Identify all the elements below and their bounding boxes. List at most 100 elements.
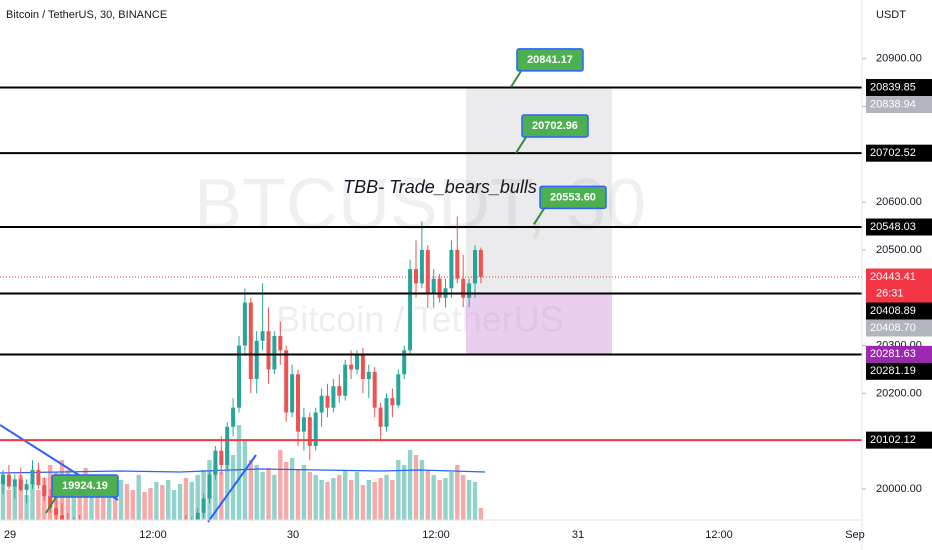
volume-bar <box>219 472 224 520</box>
price-label: 20443.41 <box>870 271 916 283</box>
volume-bar <box>248 460 253 520</box>
callout-box <box>516 48 584 72</box>
candle-body <box>372 371 377 408</box>
candle-body <box>414 269 418 284</box>
volume-bar <box>343 470 348 520</box>
volume-bar <box>354 472 360 520</box>
volume-bar <box>142 492 147 520</box>
price-label: 20408.70 <box>870 322 916 334</box>
candle-body <box>248 302 253 380</box>
volume-bar <box>0 480 6 520</box>
volume-bar <box>24 495 29 520</box>
candle-body <box>455 249 460 279</box>
candle-body <box>30 469 35 485</box>
y-tick-label: 20600.00 <box>876 196 922 208</box>
volume-bar <box>266 468 271 520</box>
countdown: 26:31 <box>876 287 904 299</box>
volume-bar <box>301 465 307 520</box>
volume-bar <box>260 472 265 520</box>
candle-body <box>42 485 47 497</box>
price-label: 20281.19 <box>870 365 916 377</box>
candle-body <box>378 407 383 427</box>
y-tick-label: 20000.00 <box>876 483 922 495</box>
volume-bar <box>402 465 407 520</box>
volume-bar <box>166 480 171 520</box>
callout-box <box>51 474 119 498</box>
volume-bar <box>254 465 259 520</box>
volume-bar <box>171 490 177 520</box>
volume-bar <box>6 490 12 520</box>
price-label-bg <box>866 268 932 303</box>
price-label: 20838.94 <box>870 98 916 110</box>
volume-bar <box>325 482 330 520</box>
volume-bar <box>478 508 484 520</box>
volume-bar <box>307 472 312 520</box>
price-label-bg <box>866 319 932 337</box>
volume-bar <box>112 487 118 520</box>
candle-body <box>48 496 53 509</box>
candle-body <box>242 302 247 346</box>
candle-body <box>1 474 5 485</box>
volume-bar <box>331 478 336 520</box>
volume-bar <box>337 475 342 520</box>
candle-body <box>343 364 348 396</box>
volume-bar <box>278 450 283 520</box>
candle-body <box>195 512 200 520</box>
price-axis: 20000.0020200.0020300.0020500.0020600.00… <box>862 53 932 495</box>
volume-bar <box>101 478 106 520</box>
candle-body <box>349 364 354 370</box>
candle-body <box>36 469 41 486</box>
volume-bar <box>313 475 318 520</box>
y-tick-label: 20500.00 <box>876 244 922 256</box>
y-tick-label: 20900.00 <box>876 53 922 65</box>
volume-bar <box>160 485 165 520</box>
candle-body <box>419 249 424 284</box>
price-label-bg <box>866 218 932 236</box>
callout-label: 20702.96 <box>532 120 578 132</box>
price-label: 20102.12 <box>870 434 916 446</box>
candle-body <box>331 386 336 408</box>
candle-body <box>473 249 477 284</box>
candle-body <box>213 450 218 475</box>
volume-bar <box>195 475 200 520</box>
candle-body <box>337 386 342 396</box>
candle-body <box>478 249 483 278</box>
volume-bar <box>242 440 248 520</box>
candle-body <box>260 331 265 341</box>
volume-bar <box>177 484 183 520</box>
price-label: 20839.85 <box>870 81 916 93</box>
price-label-bg <box>866 96 932 114</box>
callout-label: 20553.60 <box>550 191 596 203</box>
price-label-bg <box>866 362 932 380</box>
volume-bar <box>455 465 460 520</box>
volume-bar <box>378 478 383 520</box>
candle-body <box>425 249 430 293</box>
x-tick-label: 31 <box>572 529 584 541</box>
price-label-bg <box>866 431 932 449</box>
volume-bar <box>390 480 395 520</box>
volume-bar <box>225 450 230 520</box>
volume-bar <box>272 475 277 520</box>
candle-body <box>301 417 306 432</box>
volume-bar <box>236 425 242 520</box>
x-tick-label: Sep <box>845 529 865 541</box>
candle-body <box>207 474 212 499</box>
volume-bar <box>30 482 35 520</box>
price-label-bg <box>866 302 932 320</box>
x-tick-label: 12:00 <box>422 529 450 541</box>
candle-body <box>319 395 324 413</box>
candle-body <box>355 355 359 370</box>
candle-body <box>231 407 236 427</box>
volume-bar <box>107 482 112 520</box>
volume-bar <box>77 480 82 520</box>
volume-bar <box>18 475 23 520</box>
candle-body <box>266 331 271 370</box>
volume-bar <box>407 450 413 520</box>
candle-body <box>278 335 283 351</box>
price-label: 20702.52 <box>870 147 916 159</box>
callout-box <box>521 114 589 138</box>
volume-bar <box>348 480 354 520</box>
volume-bar <box>124 484 130 520</box>
volume-bar <box>12 485 17 520</box>
